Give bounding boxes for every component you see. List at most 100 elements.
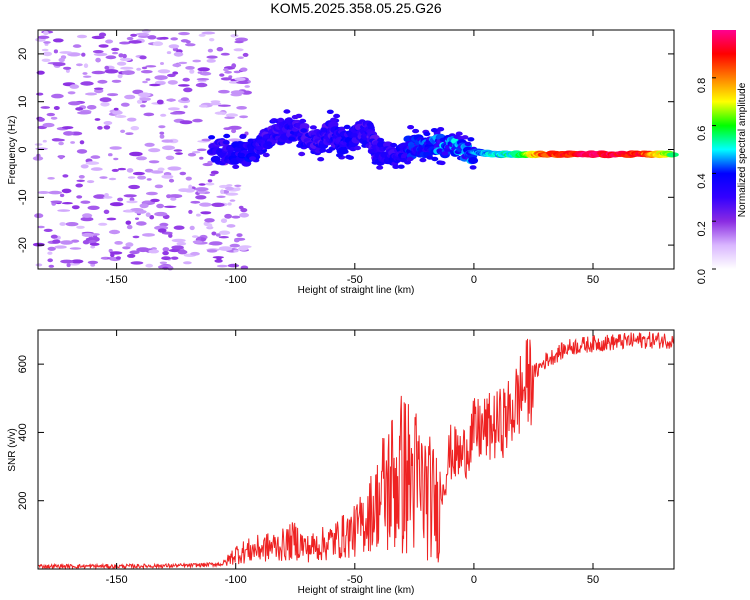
spectrogram-cell <box>236 106 248 110</box>
spectrogram-cell <box>148 160 160 164</box>
spectrogram-cell <box>192 118 203 123</box>
spectrogram-cell <box>71 205 80 210</box>
spectrogram-cell <box>59 51 73 54</box>
spectrogram-cell <box>106 217 117 221</box>
spectrogram-cell <box>249 156 257 161</box>
spectrogram-cell <box>277 117 285 123</box>
spectrogram-cell <box>354 145 362 151</box>
spectrogram-cell <box>70 259 84 264</box>
spectrogram-cell <box>75 183 83 188</box>
spectrogram-cell <box>76 34 88 39</box>
snr-ytick-label: 400 <box>17 423 29 441</box>
snr-series-line <box>38 331 675 571</box>
spectrogram-cell <box>207 179 213 183</box>
spectrogram-cell <box>377 137 385 143</box>
spectrogram-cell <box>122 246 131 250</box>
spectrogram-cell <box>135 32 150 36</box>
colorbar-tick-label: 0.0 <box>696 269 708 284</box>
spectrogram-cell <box>160 113 167 117</box>
spectrogram-cell <box>190 200 201 204</box>
spectrogram-cell <box>215 233 221 237</box>
spectrogram-cell <box>157 228 167 233</box>
spectrogram-cell <box>170 37 178 41</box>
spectrogram-cell <box>299 123 310 130</box>
spectrogram-cell <box>224 70 233 74</box>
spectrogram-cell <box>172 63 182 68</box>
spectrogram-cell <box>150 198 160 203</box>
spectrogram-cell <box>128 184 141 190</box>
spectrogram-cell <box>71 239 80 243</box>
spectrogram-cell <box>236 81 249 84</box>
spectrogram-cell <box>239 212 250 218</box>
spectrogram-cell <box>93 87 104 90</box>
spectrogram-cell <box>205 182 215 186</box>
spectrogram-cell <box>47 251 53 255</box>
spectrogram-cell <box>170 256 179 260</box>
spectrogram-cell <box>178 84 190 87</box>
spectrogram-cell <box>437 127 445 132</box>
spectrogram-cell <box>192 240 203 244</box>
spectrogram-cell <box>108 229 121 235</box>
spectrogram-cell <box>47 258 53 263</box>
spectrogram-cell <box>177 249 188 255</box>
spectrogram-cell <box>43 30 49 36</box>
colorbar-ticks: 0.0 0.2 0.4 0.6 0.8 <box>696 77 716 284</box>
spectrogram-cell <box>70 141 75 144</box>
spectrogram-cell <box>206 55 218 59</box>
spectrogram-cell <box>136 156 147 161</box>
spectrogram-cell <box>94 118 101 121</box>
spectrogram-cell <box>190 251 200 256</box>
spectrogram-cell <box>173 149 183 152</box>
spectrogram-cell <box>423 131 431 137</box>
spectrogram-cell <box>210 170 219 175</box>
spectrogram-cell <box>83 63 89 68</box>
spectrogram-cell <box>142 233 155 237</box>
spectrogram-cell <box>300 128 308 133</box>
spectrogram-cell <box>189 69 195 74</box>
spectrogram-cell <box>46 112 55 117</box>
spectrogram-cell <box>36 92 44 96</box>
spectrogram-cell <box>167 80 178 85</box>
spectrogram-cell <box>93 52 108 57</box>
spectrogram-cell <box>98 32 107 37</box>
spectrogram-cell <box>407 125 415 130</box>
spectrogram-cell <box>214 259 223 263</box>
spectrogram-cell <box>37 191 50 194</box>
spectrogram-cell <box>182 77 190 82</box>
spectrogram-cell <box>36 117 45 122</box>
spectrogram-cell <box>468 157 479 164</box>
spectrogram-cell <box>87 260 99 265</box>
spectrogram-cell <box>166 51 172 55</box>
spectrogram-cell <box>53 106 60 110</box>
spectrogram-cell <box>43 228 53 232</box>
spectrogram-cell <box>80 81 94 86</box>
spectrogram-cell <box>183 261 192 265</box>
spectrogram-cell <box>220 189 225 194</box>
spectrogram-cell <box>196 213 201 217</box>
spectrogram-cell <box>100 102 110 107</box>
spectrogram-cell <box>390 142 398 148</box>
spectrogram-cell <box>145 212 151 217</box>
spectrogram-cell <box>109 146 122 150</box>
spectrogram-cell <box>216 257 222 261</box>
spectrogram-cell <box>168 248 181 253</box>
spectrogram-cell <box>129 151 143 157</box>
spectrogram-cell <box>99 176 108 179</box>
spectrogram-cell <box>119 41 131 45</box>
spectrogram-ytick-label: -20 <box>17 237 29 253</box>
spectrogram-cell <box>145 65 157 68</box>
spectrogram-cell <box>256 150 264 155</box>
spectrogram-cell <box>159 134 165 139</box>
spectrogram-cell <box>93 194 107 199</box>
spectrogram-cell <box>81 52 86 57</box>
spectrogram-cell <box>200 211 212 215</box>
spectrogram-cell <box>52 62 66 67</box>
spectrogram-cell <box>89 242 100 246</box>
spectrogram-cell <box>142 80 148 84</box>
spectrogram-cell <box>185 176 192 181</box>
snr-ytick-label: 200 <box>17 492 29 510</box>
spectrogram-cell <box>150 170 164 174</box>
spectrogram-cell <box>147 35 157 40</box>
spectrogram-marks <box>32 29 679 271</box>
spectrogram-cell <box>228 125 242 130</box>
